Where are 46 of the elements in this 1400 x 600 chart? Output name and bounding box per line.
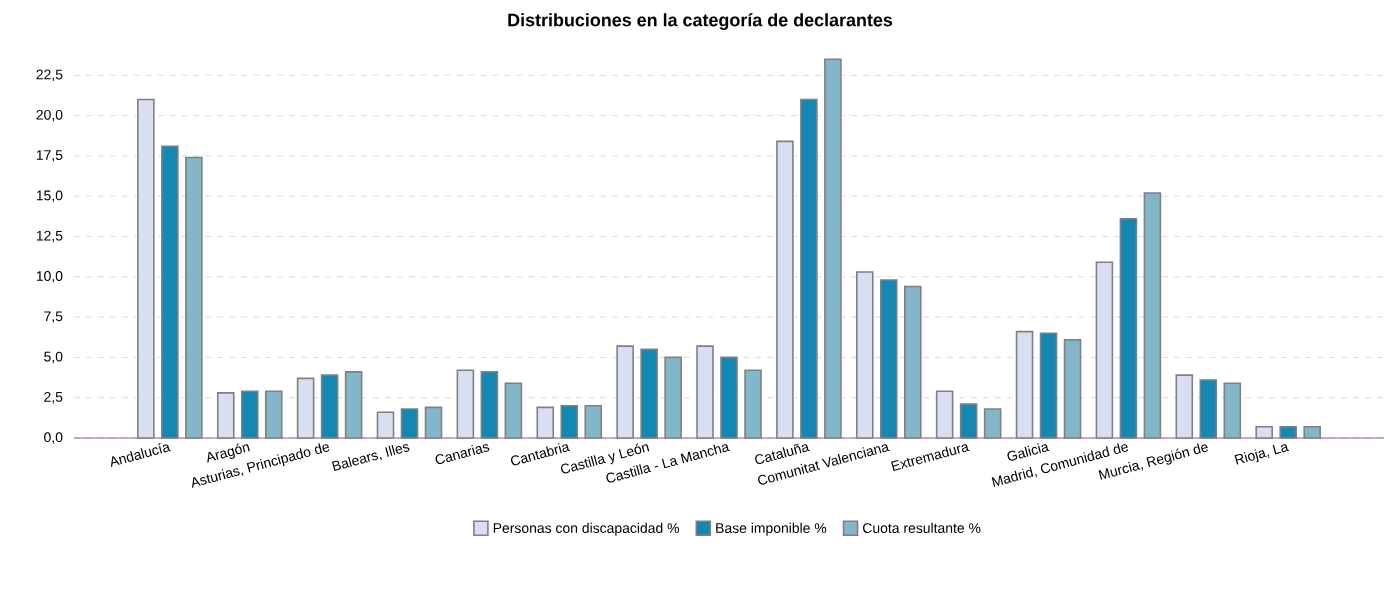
bar: [1199, 379, 1218, 439]
bar: [137, 98, 155, 439]
bar: [296, 377, 315, 439]
bar: [855, 271, 874, 439]
bar: [1279, 425, 1297, 439]
bar: [456, 369, 475, 439]
bar: [983, 408, 1002, 439]
bar: [744, 369, 762, 439]
bar: [1095, 261, 1114, 439]
bar: [216, 392, 235, 439]
bar: [560, 404, 579, 439]
bar: [424, 406, 443, 439]
bar: [1175, 374, 1194, 439]
bar: [376, 411, 395, 439]
bar: [185, 156, 203, 439]
bar: [584, 404, 603, 439]
bar: [1119, 217, 1138, 439]
bar: [776, 140, 794, 439]
bar: [879, 279, 898, 439]
bar: [959, 403, 978, 439]
bar: [480, 371, 499, 439]
bar: [344, 371, 363, 439]
bar: [240, 390, 259, 439]
bar: [824, 58, 842, 439]
bar: [536, 406, 555, 439]
bar: [400, 408, 419, 439]
bar: [664, 356, 682, 439]
bar: [161, 145, 179, 439]
bar: [640, 348, 658, 439]
bar: [903, 285, 922, 439]
bar: [1039, 332, 1058, 439]
bar: [320, 374, 339, 439]
bar: [720, 356, 738, 439]
bar: [1063, 338, 1082, 439]
bar: [1303, 425, 1321, 439]
bar: [1015, 330, 1034, 439]
bar: [696, 345, 714, 439]
bar: [264, 390, 283, 439]
bar: [1143, 192, 1162, 439]
bar: [504, 382, 523, 439]
bar: [616, 345, 634, 439]
bar: [1255, 425, 1273, 439]
bar: [1223, 382, 1242, 439]
bar: [935, 390, 954, 439]
chart-title: Distribuciones en la categoría de declarantes: [508, 13, 893, 30]
bar: [800, 98, 818, 439]
